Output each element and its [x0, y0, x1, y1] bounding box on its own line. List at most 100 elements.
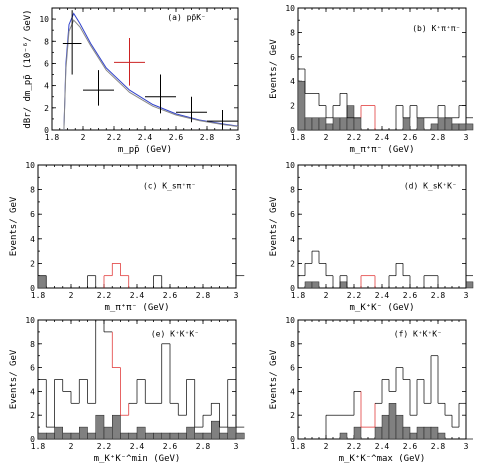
x-tick-label: 2.6 — [163, 291, 178, 300]
filled-bin — [339, 281, 348, 289]
filled-bin — [444, 117, 453, 131]
filled-bin — [437, 432, 446, 440]
y-axis-label: Events/ GeV — [269, 39, 279, 99]
x-tick-label: 2.4 — [375, 133, 390, 142]
x-tick-label: 2.2 — [97, 442, 112, 451]
y-tick-label: 10 — [39, 15, 49, 24]
x-tick-label: 2.4 — [138, 133, 153, 142]
x-tick-label: 2.2 — [347, 133, 362, 142]
filled-bin — [194, 432, 204, 440]
filled-bin — [235, 432, 245, 440]
y-tick-label: 0 — [30, 435, 35, 444]
x-axis-label: m_K⁺K⁻^max (GeV) — [339, 454, 426, 464]
y-axis-label: Events/ GeV — [269, 196, 279, 256]
y-tick-label: 10 — [25, 316, 35, 325]
x-tick-label: 1.8 — [31, 291, 46, 300]
y-tick-label: 4 — [30, 387, 35, 396]
panel-d: 1.8 2 2.2 2.4 2.6 2.8 3 0 2 4 6 8 10 m_K⁺K⁻ (GeV) Even… — [269, 161, 474, 313]
y-tick-label: 8 — [30, 186, 35, 195]
filled-bin — [311, 117, 320, 131]
y-tick-label: 6 — [44, 59, 49, 68]
y-tick-label: 10 — [25, 161, 35, 170]
x-axis-label: m_π⁺π⁻ (GeV) — [349, 145, 414, 155]
x-tick-label: 1.8 — [291, 291, 306, 300]
y-axis-label: Events/ GeV — [9, 196, 19, 256]
filled-bin — [332, 117, 341, 131]
y-tick-label: 6 — [290, 364, 295, 373]
x-tick-label: 2.8 — [200, 133, 215, 142]
x-tick-label: 2.4 — [130, 291, 145, 300]
y-tick-label: 2 — [290, 102, 295, 111]
x-tick-label: 3 — [464, 442, 469, 451]
y-tick-label: 8 — [290, 28, 295, 37]
filled-bin — [381, 414, 390, 440]
y-tick-label: 6 — [30, 210, 35, 219]
panel-title: (b) K⁺π⁺π⁻ — [412, 24, 460, 33]
filled-bin — [416, 117, 425, 131]
y-tick-label: 6 — [290, 53, 295, 62]
x-tick-label: 2 — [69, 291, 74, 300]
filled-bin — [430, 426, 439, 440]
filled-bin — [79, 426, 88, 440]
filled-bin — [353, 117, 362, 131]
filled-bin — [423, 426, 432, 440]
filled-bin — [430, 123, 439, 131]
filled-bin — [145, 432, 154, 440]
filled-bin — [311, 281, 320, 289]
filled-bin — [325, 123, 334, 131]
filled-bin — [318, 117, 327, 131]
x-tick-label: 1.8 — [31, 442, 46, 451]
y-tick-label: 8 — [44, 37, 49, 46]
y-tick-label: 2 — [30, 259, 35, 268]
x-tick-label: 2.6 — [403, 442, 418, 451]
filled-bin — [62, 432, 72, 440]
filled-bin — [388, 403, 397, 440]
y-tick-label: 2 — [290, 411, 295, 420]
y-axis-label: dBr/ dm_pp̄ (10⁻⁶/ GeV) — [23, 9, 33, 128]
y-tick-label: 4 — [290, 235, 295, 244]
x-tick-label: 3 — [464, 291, 469, 300]
y-tick-label: 2 — [30, 411, 35, 420]
filled-bin — [219, 432, 228, 440]
x-axis-label: m_π⁺π⁻ (GeV) — [104, 303, 169, 313]
x-tick-label: 3 — [234, 291, 239, 300]
filled-bin — [395, 414, 404, 440]
x-tick-label: 3 — [234, 442, 239, 451]
x-tick-label: 1.8 — [45, 133, 60, 142]
x-tick-label: 2.2 — [347, 442, 362, 451]
x-tick-label: 2.8 — [196, 291, 211, 300]
filled-bin — [103, 426, 113, 440]
y-tick-label: 6 — [290, 210, 295, 219]
filled-bin — [202, 432, 212, 440]
filled-bin — [54, 426, 63, 440]
x-tick-label: 2 — [324, 133, 329, 142]
y-tick-label: 2 — [290, 259, 295, 268]
filled-bin — [112, 414, 121, 440]
x-tick-label: 2.2 — [107, 133, 122, 142]
filled-bin — [402, 426, 411, 440]
y-tick-label: 8 — [290, 186, 295, 195]
x-tick-label: 2.4 — [375, 442, 390, 451]
x-tick-label: 2.6 — [403, 291, 418, 300]
x-tick-label: 2 — [81, 133, 86, 142]
panel-title: (d) K_sK⁺K⁻ — [404, 181, 457, 190]
x-tick-label: 1.8 — [291, 133, 306, 142]
y-axis-label: Events/ GeV — [9, 349, 19, 409]
y-tick-label: 10 — [285, 161, 295, 170]
x-tick-label: 2.2 — [347, 291, 362, 300]
x-tick-label: 2.8 — [431, 442, 446, 451]
x-tick-label: 2.6 — [163, 442, 178, 451]
x-axis-label: m_K⁺K⁻^min (GeV) — [94, 454, 181, 464]
filled-bin — [437, 117, 446, 131]
x-tick-label: 3 — [464, 133, 469, 142]
filled-bin — [128, 432, 138, 440]
filled-bin — [465, 123, 474, 131]
x-tick-label: 3 — [236, 133, 241, 142]
filled-bin — [120, 432, 129, 440]
filled-bin — [416, 426, 425, 440]
x-tick-label: 2.6 — [169, 133, 184, 142]
filled-bin — [95, 414, 105, 440]
panel-e: 1.8 2 2.2 2.4 2.6 2.8 3 0 2 4 6 8 10 m_K⁺K⁻^min (GeV)… — [9, 316, 245, 464]
panel-f: 1.8 2 2.2 2.4 2.6 2.8 3 0 2 4 6 8 10 m_K⁺K⁻^max (GeV)… — [269, 316, 473, 464]
panel-title: (f) K⁺K⁺K⁻ — [394, 330, 442, 339]
